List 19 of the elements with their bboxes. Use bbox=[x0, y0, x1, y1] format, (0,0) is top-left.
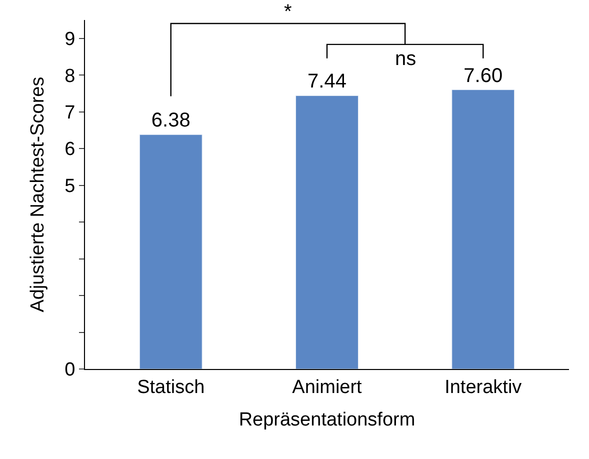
y-tick-label: 6 bbox=[64, 139, 76, 160]
y-axis-title: Adjustierte Nachtest-Scores bbox=[27, 76, 48, 312]
annotation: * bbox=[284, 1, 292, 23]
data-label: 7.60 bbox=[464, 64, 503, 87]
x-axis-title: Repräsentationsform bbox=[238, 410, 416, 431]
y-tick-label: 8 bbox=[64, 66, 76, 87]
y-tick-label: 0 bbox=[64, 360, 76, 381]
y-tick-label: 7 bbox=[64, 102, 76, 124]
y-tick-label: 5 bbox=[64, 176, 76, 197]
data-label: 6.38 bbox=[151, 110, 190, 132]
bar bbox=[452, 90, 515, 369]
y-tick-label: 9 bbox=[64, 29, 76, 50]
x-tick-label: Interaktiv bbox=[444, 376, 522, 398]
x-tick-label: Animiert bbox=[292, 376, 363, 398]
bar bbox=[139, 134, 202, 369]
x-tick-label: Statisch bbox=[137, 376, 205, 398]
bar bbox=[296, 95, 358, 369]
data-label: 7.44 bbox=[308, 70, 346, 93]
annotation: ns bbox=[395, 48, 416, 70]
